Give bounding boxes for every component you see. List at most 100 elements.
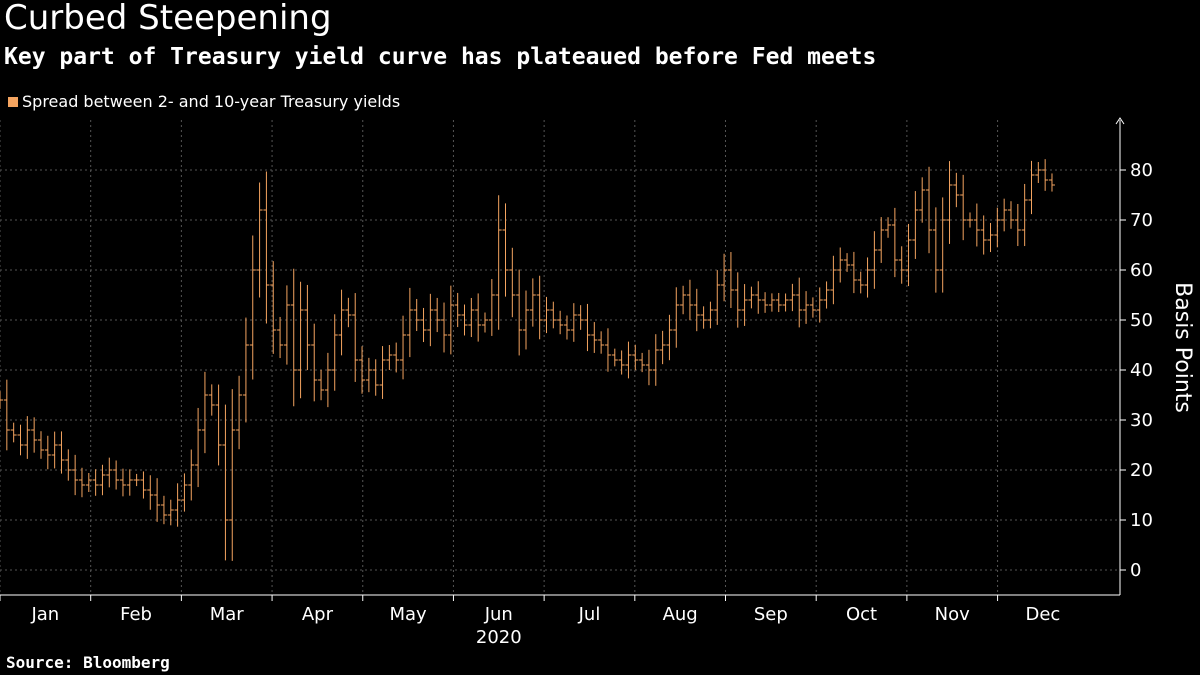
- data-bar: [994, 207, 1001, 248]
- data-bar: [885, 217, 892, 238]
- data-bar: [167, 499, 174, 526]
- data-bar: [72, 454, 79, 496]
- data-bar: [236, 375, 243, 450]
- data-bar: [37, 431, 44, 459]
- data-bar: [263, 171, 270, 324]
- x-tick-label: Dec: [1025, 604, 1060, 625]
- y-tick-label: 20: [1130, 460, 1153, 481]
- data-bar: [563, 315, 570, 340]
- data-bar: [611, 348, 618, 367]
- y-tick-label: 40: [1130, 360, 1153, 381]
- data-bar: [154, 478, 161, 522]
- data-bar: [789, 283, 796, 312]
- data-bar: [809, 297, 816, 318]
- x-tick-label: Oct: [846, 604, 877, 625]
- data-bar: [345, 297, 352, 328]
- data-bar: [495, 195, 502, 330]
- data-bar: [277, 316, 284, 359]
- data-bar: [926, 166, 933, 254]
- legend: Spread between 2- and 10-year Treasury y…: [8, 92, 400, 111]
- x-tick-label: May: [389, 604, 427, 625]
- data-bar: [673, 287, 680, 348]
- data-bar: [529, 278, 536, 327]
- legend-swatch: [8, 96, 18, 107]
- data-bar: [598, 331, 605, 354]
- data-bar: [823, 281, 830, 309]
- data-bar: [461, 304, 468, 336]
- data-bar: [359, 346, 366, 394]
- data-bar: [208, 384, 215, 416]
- data-bar: [946, 161, 953, 244]
- data-bar: [386, 344, 393, 371]
- data-bar: [953, 172, 960, 208]
- data-bar: [939, 197, 946, 293]
- data-bar: [58, 431, 65, 474]
- data-bar: [550, 301, 557, 329]
- data-bar: [174, 483, 181, 527]
- data-bar: [714, 270, 721, 325]
- data-bar: [516, 269, 523, 356]
- y-tick-label: 80: [1130, 160, 1153, 181]
- data-bar: [406, 287, 413, 358]
- data-bar: [973, 203, 980, 247]
- data-bar: [707, 301, 714, 329]
- data-bar: [591, 322, 598, 353]
- y-axis-arrow: [1115, 117, 1125, 125]
- data-bar: [379, 346, 386, 399]
- data-bar: [413, 298, 420, 332]
- data-bar: [857, 271, 864, 294]
- data-bar: [557, 310, 564, 335]
- data-bar: [181, 473, 188, 512]
- data-bar: [393, 342, 400, 373]
- data-bar: [522, 290, 529, 350]
- y-tick-label: 0: [1130, 560, 1141, 581]
- data-bar: [44, 435, 51, 470]
- data-bar: [475, 293, 482, 342]
- data-bar: [584, 303, 591, 352]
- data-bar: [147, 475, 154, 510]
- data-bar: [536, 275, 543, 340]
- source-note: Source: Bloomberg: [6, 653, 170, 672]
- data-bar: [686, 279, 693, 321]
- data-bar: [242, 317, 249, 423]
- data-bar: [803, 291, 810, 324]
- data-bar: [324, 352, 331, 408]
- data-bar: [782, 293, 789, 312]
- x-year-label: 2020: [476, 627, 522, 648]
- y-tick-label: 30: [1130, 410, 1153, 431]
- data-bar: [659, 330, 666, 365]
- data-bar: [960, 174, 967, 241]
- data-bar: [680, 285, 687, 315]
- chart-subtitle: Key part of Treasury yield curve has pla…: [4, 44, 877, 70]
- x-tick-label: Jun: [484, 604, 513, 625]
- data-bar: [891, 207, 898, 278]
- data-bar: [441, 302, 448, 353]
- data-bar: [51, 431, 58, 469]
- data-bar: [604, 328, 611, 372]
- axes: 0 10 20 30 40 50 60 70 80 Jan Feb Mar Apr May Jun Jul Au…: [0, 117, 1195, 648]
- data-bar: [215, 384, 222, 466]
- data-bar: [256, 182, 263, 298]
- data-bar: [283, 285, 290, 365]
- data-bar: [1035, 162, 1042, 183]
- data-bar: [188, 449, 195, 501]
- data-bar: [488, 279, 495, 336]
- data-bar: [980, 215, 987, 255]
- data-bar: [454, 292, 461, 328]
- data-bar: [222, 404, 229, 561]
- x-tick-label: Nov: [935, 604, 970, 625]
- data-bar: [727, 252, 734, 308]
- data-bar: [297, 281, 304, 399]
- data-bar: [830, 255, 837, 305]
- data-bar: [17, 424, 24, 456]
- data-bar: [850, 251, 857, 294]
- data-bar: [78, 467, 85, 498]
- data-bar: [816, 287, 823, 323]
- y-tick-label: 70: [1130, 210, 1153, 231]
- data-bar: [734, 272, 741, 328]
- data-bar: [502, 203, 509, 297]
- series-bars: [0, 159, 1055, 561]
- data-bar: [625, 341, 632, 379]
- y-tick-label: 60: [1130, 260, 1153, 281]
- data-bar: [99, 464, 106, 496]
